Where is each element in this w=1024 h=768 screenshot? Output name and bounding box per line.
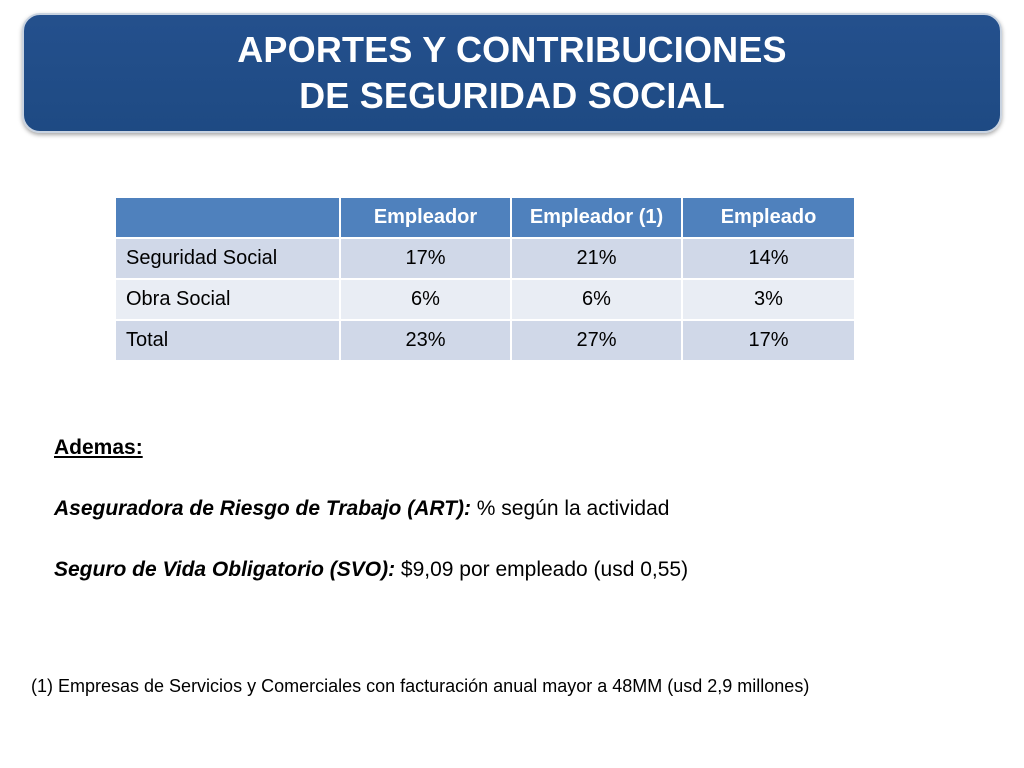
table-cell: 27% bbox=[512, 321, 683, 362]
table-cell: 6% bbox=[341, 280, 512, 321]
table-cell: 17% bbox=[341, 239, 512, 280]
table-cell: 14% bbox=[683, 239, 854, 280]
header-cell-empleador-1: Empleador (1) bbox=[512, 198, 683, 239]
row-label: Total bbox=[116, 321, 341, 362]
title-banner: APORTES Y CONTRIBUCIONES DE SEGURIDAD SO… bbox=[22, 13, 1002, 133]
notes-heading: Ademas: bbox=[54, 436, 143, 459]
notes-section: Ademas: Aseguradora de Riesgo de Trabajo… bbox=[54, 432, 688, 585]
table-row: Obra Social 6% 6% 3% bbox=[116, 280, 854, 321]
title-line-1: APORTES Y CONTRIBUCIONES bbox=[237, 29, 787, 70]
footnote: (1) Empresas de Servicios y Comerciales … bbox=[31, 676, 810, 696]
header-cell-empleador: Empleador bbox=[341, 198, 512, 239]
table-cell: 6% bbox=[512, 280, 683, 321]
table-cell: 3% bbox=[683, 280, 854, 321]
art-label: Aseguradora de Riesgo de Trabajo (ART): bbox=[54, 497, 471, 520]
table-cell: 23% bbox=[341, 321, 512, 362]
table-row: Total 23% 27% 17% bbox=[116, 321, 854, 362]
svo-label: Seguro de Vida Obligatorio (SVO): bbox=[54, 558, 396, 581]
art-note: Aseguradora de Riesgo de Trabajo (ART): … bbox=[54, 493, 688, 524]
title-line-2: DE SEGURIDAD SOCIAL bbox=[299, 75, 725, 116]
table-row: Seguridad Social 17% 21% 14% bbox=[116, 239, 854, 280]
svo-note: Seguro de Vida Obligatorio (SVO): $9,09 … bbox=[54, 554, 688, 585]
row-label: Obra Social bbox=[116, 280, 341, 321]
art-value: % según la actividad bbox=[470, 497, 670, 520]
table-header-row: Empleador Empleador (1) Empleado bbox=[116, 198, 854, 239]
table-cell: 21% bbox=[512, 239, 683, 280]
header-cell-blank bbox=[116, 198, 341, 239]
table-cell: 17% bbox=[683, 321, 854, 362]
header-cell-empleado: Empleado bbox=[683, 198, 854, 239]
contributions-table: Empleador Empleador (1) Empleado Segurid… bbox=[116, 198, 854, 362]
svo-value: $9,09 por empleado (usd 0,55) bbox=[395, 558, 689, 581]
row-label: Seguridad Social bbox=[116, 239, 341, 280]
